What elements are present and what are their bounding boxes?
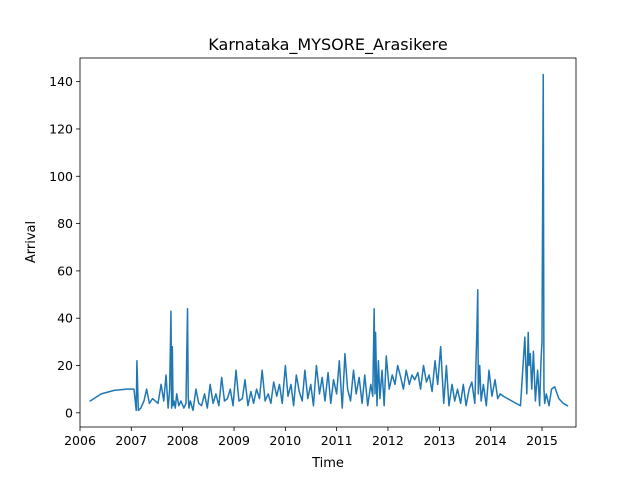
plot-area bbox=[89, 73, 569, 412]
y-tick-label: 140 bbox=[49, 74, 73, 89]
y-tick-label: 60 bbox=[57, 263, 73, 278]
x-tick-label: 2014 bbox=[475, 433, 507, 448]
series-line bbox=[89, 73, 569, 412]
y-tick-label: 20 bbox=[57, 358, 73, 373]
x-tick-label: 2012 bbox=[372, 433, 404, 448]
y-tick-label: 100 bbox=[49, 169, 73, 184]
y-tick-label: 0 bbox=[65, 405, 73, 420]
x-tick-label: 2013 bbox=[423, 433, 455, 448]
y-axis-label: Arrival bbox=[24, 221, 39, 263]
x-axis-label: Time bbox=[311, 456, 344, 471]
y-tick-label: 40 bbox=[57, 311, 73, 326]
plot-frame bbox=[79, 57, 577, 428]
x-tick-label: 2009 bbox=[218, 433, 250, 448]
chart-title: Karnataka_MYSORE_Arasikere bbox=[208, 35, 447, 55]
x-tick-label: 2007 bbox=[115, 433, 147, 448]
y-tick-label: 120 bbox=[49, 121, 73, 136]
y-tick-label: 80 bbox=[57, 216, 73, 231]
x-tick-label: 2011 bbox=[321, 433, 353, 448]
x-axis: 2006 2007 2008 2009 2010 2011 2012 2013 2014 2015 bbox=[64, 427, 558, 448]
x-tick-label: 2006 bbox=[64, 433, 96, 448]
x-tick-label: 2010 bbox=[269, 433, 301, 448]
x-tick-label: 2008 bbox=[167, 433, 199, 448]
x-tick-label: 2015 bbox=[526, 433, 558, 448]
y-axis: 0 20 40 60 80 100 120 140 bbox=[49, 74, 80, 420]
